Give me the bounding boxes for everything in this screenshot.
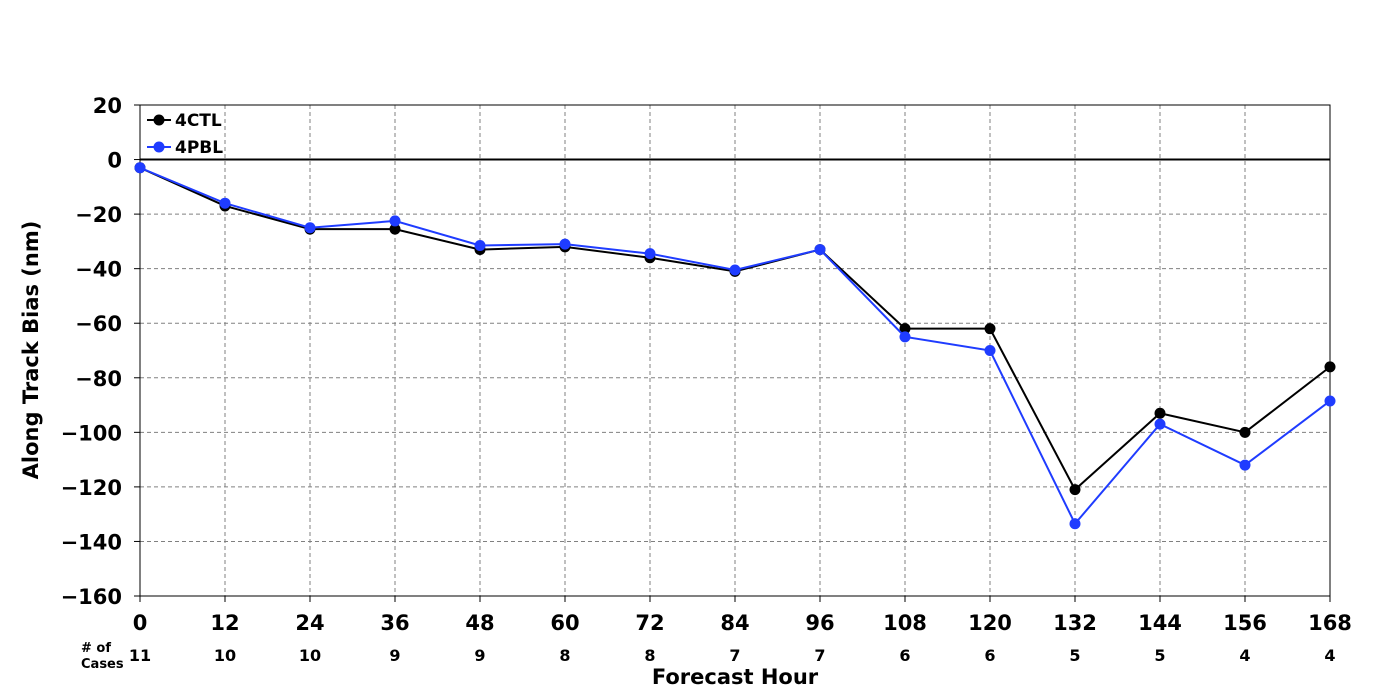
case-count: 11 xyxy=(129,646,151,665)
data-point-4pbl xyxy=(559,238,571,250)
data-point-4pbl xyxy=(1154,418,1166,430)
y-tick-label: −140 xyxy=(61,530,122,554)
y-tick-label: −40 xyxy=(75,258,122,282)
case-count: 7 xyxy=(729,646,740,665)
case-count: 8 xyxy=(559,646,570,665)
x-tick-label: 168 xyxy=(1308,611,1352,635)
data-point-4pbl xyxy=(1239,459,1251,471)
legend-marker-4pbl xyxy=(153,141,165,153)
x-tick-label: 120 xyxy=(968,611,1012,635)
data-point-4pbl xyxy=(389,215,401,227)
legend: 4CTL 4PBL xyxy=(147,111,223,158)
legend-label: 4PBL xyxy=(175,138,223,158)
case-count: 7 xyxy=(814,646,825,665)
y-tick-label: −120 xyxy=(61,476,122,500)
case-count: 6 xyxy=(984,646,995,665)
x-tick-label: 12 xyxy=(210,611,239,635)
data-point-4ctl xyxy=(1069,484,1081,496)
legend-marker-4ctl xyxy=(153,114,165,126)
data-point-4pbl xyxy=(899,331,911,343)
data-point-4pbl xyxy=(984,345,996,356)
x-tick-label: 144 xyxy=(1138,611,1182,635)
y-tick-label: −20 xyxy=(75,203,122,227)
data-point-4ctl xyxy=(1154,407,1166,419)
data-point-4pbl xyxy=(219,197,231,209)
cases-label: Cases xyxy=(81,657,124,672)
data-point-4pbl xyxy=(729,264,741,276)
x-tick-label: 96 xyxy=(805,611,834,635)
data-point-4pbl xyxy=(474,239,486,251)
y-tick-label: 0 xyxy=(107,149,122,173)
data-point-4pbl xyxy=(304,222,316,234)
data-point-4pbl xyxy=(134,162,146,174)
x-tick-label: 36 xyxy=(380,611,409,635)
x-tick-label: 48 xyxy=(465,611,494,635)
data-point-4ctl xyxy=(899,323,911,335)
case-count: 8 xyxy=(644,646,655,665)
case-count: 9 xyxy=(474,646,485,665)
data-point-4pbl xyxy=(814,244,826,256)
data-point-4pbl xyxy=(1324,395,1336,407)
axes: 20 0 −20 −40 −60 −80 −100 −120 −140 −160 0 12 24 36 48… xyxy=(61,94,1352,635)
series-layer xyxy=(134,162,1336,530)
grid-lines xyxy=(140,105,1330,596)
case-count: 10 xyxy=(299,646,321,665)
data-point-4ctl xyxy=(389,223,401,235)
data-point-4pbl xyxy=(1069,518,1081,530)
y-tick-label: −80 xyxy=(75,367,122,391)
data-point-4ctl xyxy=(1239,426,1251,438)
case-count: 6 xyxy=(899,646,910,665)
case-count: 4 xyxy=(1324,646,1335,665)
case-count: 5 xyxy=(1154,646,1165,665)
x-tick-label: 72 xyxy=(635,611,664,635)
x-tick-label: 84 xyxy=(720,611,749,635)
data-point-4pbl xyxy=(644,248,656,260)
y-tick-label: 20 xyxy=(93,94,122,118)
y-axis-label: Along Track Bias (nm) xyxy=(19,221,43,480)
legend-label: 4CTL xyxy=(175,111,222,131)
x-axis-label: Forecast Hour xyxy=(652,665,819,689)
y-tick-label: −100 xyxy=(61,421,122,445)
x-tick-label: 24 xyxy=(295,611,324,635)
case-count: 9 xyxy=(389,646,400,665)
y-tick-label: −160 xyxy=(61,585,122,609)
data-point-4ctl xyxy=(1324,361,1336,373)
case-count: 10 xyxy=(214,646,236,665)
x-tick-label: 156 xyxy=(1223,611,1267,635)
x-tick-label: 0 xyxy=(133,611,148,635)
data-point-4ctl xyxy=(984,323,996,335)
x-tick-label: 108 xyxy=(883,611,927,635)
case-count: 4 xyxy=(1239,646,1250,665)
cases-label: # of xyxy=(81,641,111,656)
x-tick-label: 60 xyxy=(550,611,579,635)
x-tick-label: 132 xyxy=(1053,611,1097,635)
y-tick-label: −60 xyxy=(75,312,122,336)
cases-row: # of Cases 11 10 10 9 9 8 8 7 7 6 6 5 5 4 4 xyxy=(81,641,1336,672)
case-count: 5 xyxy=(1069,646,1080,665)
